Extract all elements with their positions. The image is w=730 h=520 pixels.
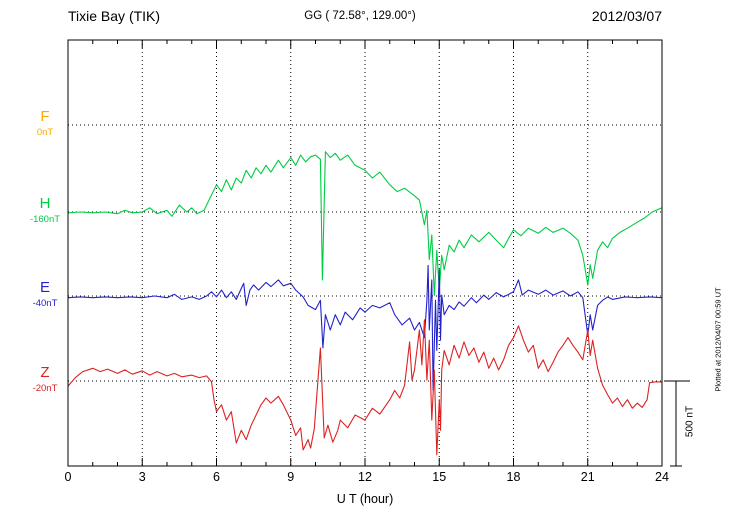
date-label: 2012/03/07: [591, 8, 662, 24]
scale-bar-label: 500 nT: [684, 405, 696, 438]
component-label-Z: Z: [40, 364, 50, 381]
x-tick-label: 9: [287, 470, 295, 484]
x-tick-label: 6: [213, 470, 220, 484]
component-baseline-value-Z: -20nT: [32, 383, 58, 394]
station-title: Tixie Bay (TIK): [68, 8, 161, 24]
plotted-at-label: Plotted at 2012/04/07 00:59 UT: [713, 287, 723, 392]
x-axis-title: U T (hour): [336, 492, 394, 506]
x-tick-label: 24: [655, 470, 669, 484]
x-tick-label: 3: [138, 470, 146, 484]
component-baseline-value-F: 0nT: [36, 127, 54, 138]
component-baseline-value-E: -40nT: [32, 298, 58, 309]
x-tick-label: 21: [580, 470, 595, 484]
x-tick-label: 12: [358, 470, 372, 484]
x-tick-label: 18: [506, 470, 521, 484]
x-tick-label: 15: [432, 470, 447, 484]
component-baseline-value-H: -160nT: [29, 214, 61, 225]
trace-Z: [67, 319, 662, 456]
component-label-H: H: [39, 195, 51, 212]
coordinates-label: GG ( 72.58°, 129.00°): [304, 10, 416, 22]
component-label-E: E: [39, 279, 50, 296]
component-label-F: F: [40, 108, 50, 125]
trace-H: [67, 151, 663, 296]
x-tick-label: 0: [64, 470, 72, 484]
trace-E: [67, 264, 663, 391]
